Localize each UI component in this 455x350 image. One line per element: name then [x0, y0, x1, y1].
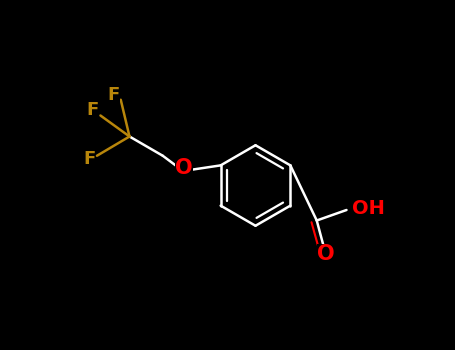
Text: O: O [175, 158, 192, 178]
Text: F: F [83, 150, 96, 168]
Text: F: F [108, 85, 120, 104]
Text: O: O [317, 244, 334, 264]
Text: F: F [86, 101, 99, 119]
Text: OH: OH [352, 199, 384, 218]
